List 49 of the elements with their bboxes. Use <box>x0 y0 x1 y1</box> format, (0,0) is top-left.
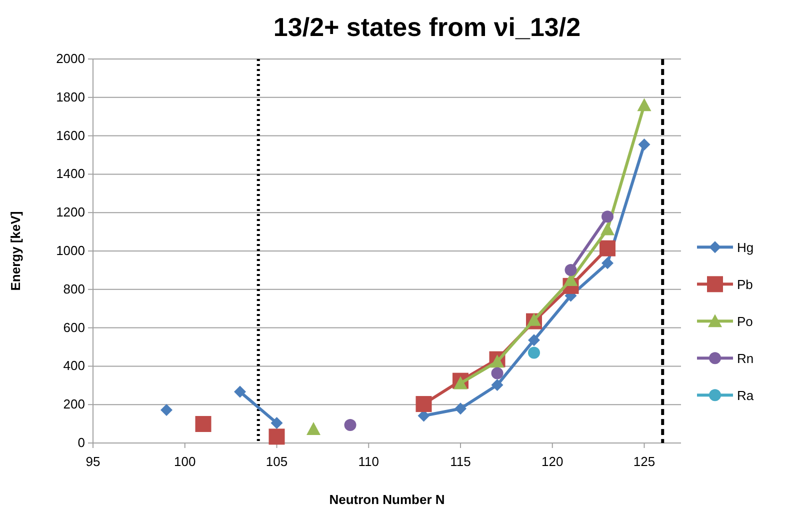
point <box>564 264 577 276</box>
y-tick-label: 1200 <box>56 204 85 220</box>
x-tick-label: 125 <box>633 454 656 469</box>
point <box>344 418 356 431</box>
y-tick-label: 1600 <box>56 128 85 143</box>
x-tick-label: 105 <box>266 454 288 469</box>
point <box>234 386 246 398</box>
y-tick-label: 1000 <box>56 243 85 258</box>
legend-label: Po <box>737 314 753 330</box>
legend-label: Pb <box>737 277 753 292</box>
legend-label: Ra <box>737 388 754 404</box>
y-axis-title: Energy [keV] <box>8 211 23 291</box>
point <box>600 222 614 236</box>
point <box>637 98 652 112</box>
x-tick-label: 120 <box>542 454 564 469</box>
y-tick-label: 2000 <box>56 51 85 66</box>
point <box>195 416 212 432</box>
point <box>528 334 540 346</box>
point <box>528 346 540 359</box>
y-tick-label: 800 <box>63 281 85 296</box>
x-tick-label: 115 <box>450 454 471 469</box>
chart-title: 13/2+ states from νi_13/2 <box>273 12 581 42</box>
y-tick-label: 1400 <box>56 166 85 182</box>
y-tick-label: 600 <box>63 320 85 335</box>
point <box>160 404 172 416</box>
point <box>490 354 504 368</box>
point <box>602 257 614 270</box>
point <box>600 240 616 256</box>
y-tick-label: 0 <box>78 435 85 450</box>
point <box>416 396 432 412</box>
point <box>454 376 468 390</box>
point <box>527 312 541 326</box>
x-tick-label: 100 <box>174 454 196 469</box>
point <box>491 367 504 380</box>
point <box>306 422 320 435</box>
x-tick-label: 95 <box>86 454 100 469</box>
point <box>602 210 614 223</box>
x-axis-title: Neutron Number N <box>329 492 445 507</box>
point <box>268 428 285 445</box>
legend-label: Rn <box>737 351 754 366</box>
point <box>270 417 283 430</box>
y-tick-label: 200 <box>63 396 85 412</box>
point <box>491 379 504 392</box>
legend-label: Hg <box>737 240 754 256</box>
point <box>638 138 650 150</box>
x-tick-label: 110 <box>358 454 379 469</box>
y-tick-label: 1800 <box>56 89 85 104</box>
y-tick-label: 400 <box>63 358 85 374</box>
point <box>454 402 466 415</box>
